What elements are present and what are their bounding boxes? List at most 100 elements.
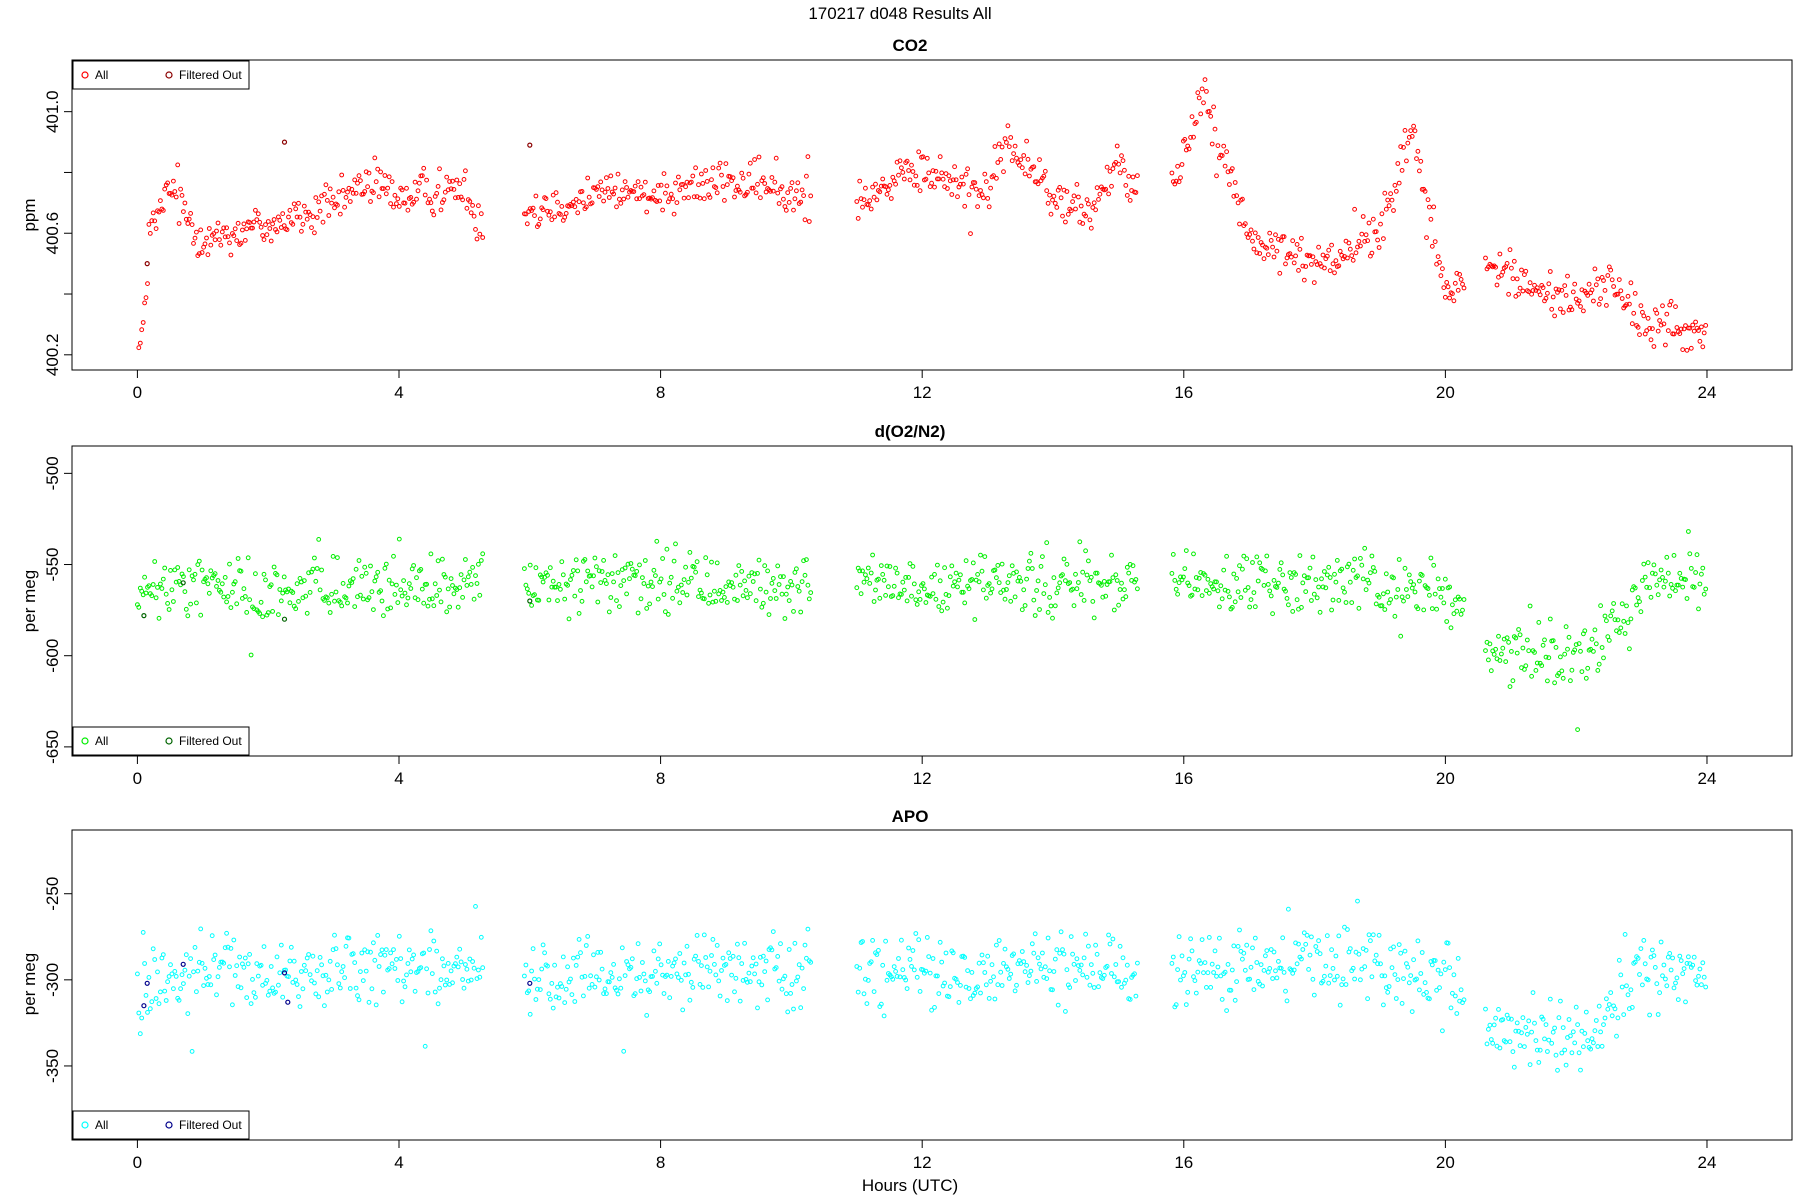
data-point [1050, 615, 1055, 621]
data-point [153, 996, 159, 1001]
data-point [769, 580, 775, 586]
data-point [218, 242, 224, 248]
data-point [147, 231, 153, 236]
data-point [306, 570, 312, 576]
data-point [726, 950, 732, 956]
data-point [746, 573, 752, 579]
data-point [1355, 573, 1360, 579]
data-point [606, 195, 612, 200]
data-point [1133, 190, 1139, 195]
data-point [1173, 178, 1179, 184]
data-point [1540, 285, 1546, 291]
data-point [1517, 285, 1523, 291]
data-point [1441, 600, 1447, 606]
data-point [1598, 603, 1603, 609]
data-point [1542, 1036, 1547, 1042]
data-point [212, 237, 218, 243]
data-point [316, 994, 322, 1000]
data-point [143, 590, 149, 596]
data-point [1655, 592, 1661, 598]
data-point [1618, 972, 1624, 978]
data-point [937, 154, 943, 160]
data-point [1559, 668, 1565, 674]
data-point [1547, 269, 1553, 274]
data-point [1122, 167, 1127, 173]
data-point [199, 567, 205, 573]
data-point [1090, 599, 1096, 604]
data-point [286, 214, 291, 220]
data-point [988, 978, 993, 984]
data-point [536, 597, 542, 603]
data-point [1483, 1006, 1488, 1012]
data-point [1119, 580, 1124, 586]
data-point [622, 565, 628, 571]
data-point [1189, 114, 1195, 120]
data-point [1450, 602, 1455, 608]
data-point [527, 1011, 533, 1017]
data-point [1435, 576, 1441, 582]
data-point [1618, 288, 1624, 294]
data-points [135, 529, 1709, 732]
data-point [1232, 180, 1238, 185]
data-point [350, 951, 356, 957]
data-point [1582, 1031, 1588, 1036]
data-point [724, 600, 730, 605]
data-point [1392, 613, 1398, 619]
data-point [1510, 276, 1516, 282]
data-point [1349, 253, 1355, 259]
data-point [598, 949, 604, 955]
legend-marker [165, 71, 173, 79]
data-point [248, 1001, 254, 1006]
data-point [996, 938, 1002, 943]
data-point [1014, 982, 1019, 988]
data-point [1539, 663, 1545, 668]
data-point [350, 576, 356, 581]
data-point [983, 179, 989, 185]
data-point [578, 588, 583, 593]
data-point [1008, 598, 1014, 604]
data-point [1268, 238, 1274, 243]
data-point [671, 558, 677, 564]
data-point [740, 593, 746, 599]
data-point [276, 982, 281, 988]
data-point [549, 217, 555, 223]
data-point [1668, 298, 1674, 304]
filtered-point [141, 612, 147, 619]
data-point [467, 199, 473, 204]
data-point [586, 985, 592, 991]
data-point [945, 186, 950, 191]
data-point [1493, 646, 1498, 652]
data-point [230, 1002, 235, 1008]
data-point [1527, 603, 1533, 609]
data-point [261, 237, 267, 243]
data-point [1651, 562, 1657, 568]
data-point [1313, 577, 1319, 582]
data-point [1114, 143, 1120, 149]
data-point [1699, 982, 1704, 988]
data-point [160, 952, 166, 957]
data-point [147, 1006, 153, 1012]
data-point [326, 977, 332, 983]
data-point [294, 581, 300, 587]
data-point [409, 956, 415, 962]
data-point [1087, 217, 1093, 223]
data-point [1090, 970, 1096, 976]
data-point [687, 550, 693, 555]
data-point [1391, 575, 1396, 581]
data-point [1435, 967, 1441, 973]
y-tick-label: 400.2 [43, 334, 62, 377]
data-point [779, 184, 785, 190]
data-point [1440, 266, 1445, 272]
data-point [1680, 971, 1686, 977]
data-point [1690, 962, 1696, 968]
data-point [673, 956, 678, 962]
data-point [158, 198, 163, 204]
data-point [1699, 571, 1704, 577]
data-point [660, 207, 665, 213]
data-point [1359, 562, 1365, 568]
data-point [179, 193, 185, 198]
data-point [1044, 976, 1050, 981]
data-point [1094, 951, 1100, 957]
data-point [891, 583, 897, 589]
data-point [1277, 270, 1283, 276]
